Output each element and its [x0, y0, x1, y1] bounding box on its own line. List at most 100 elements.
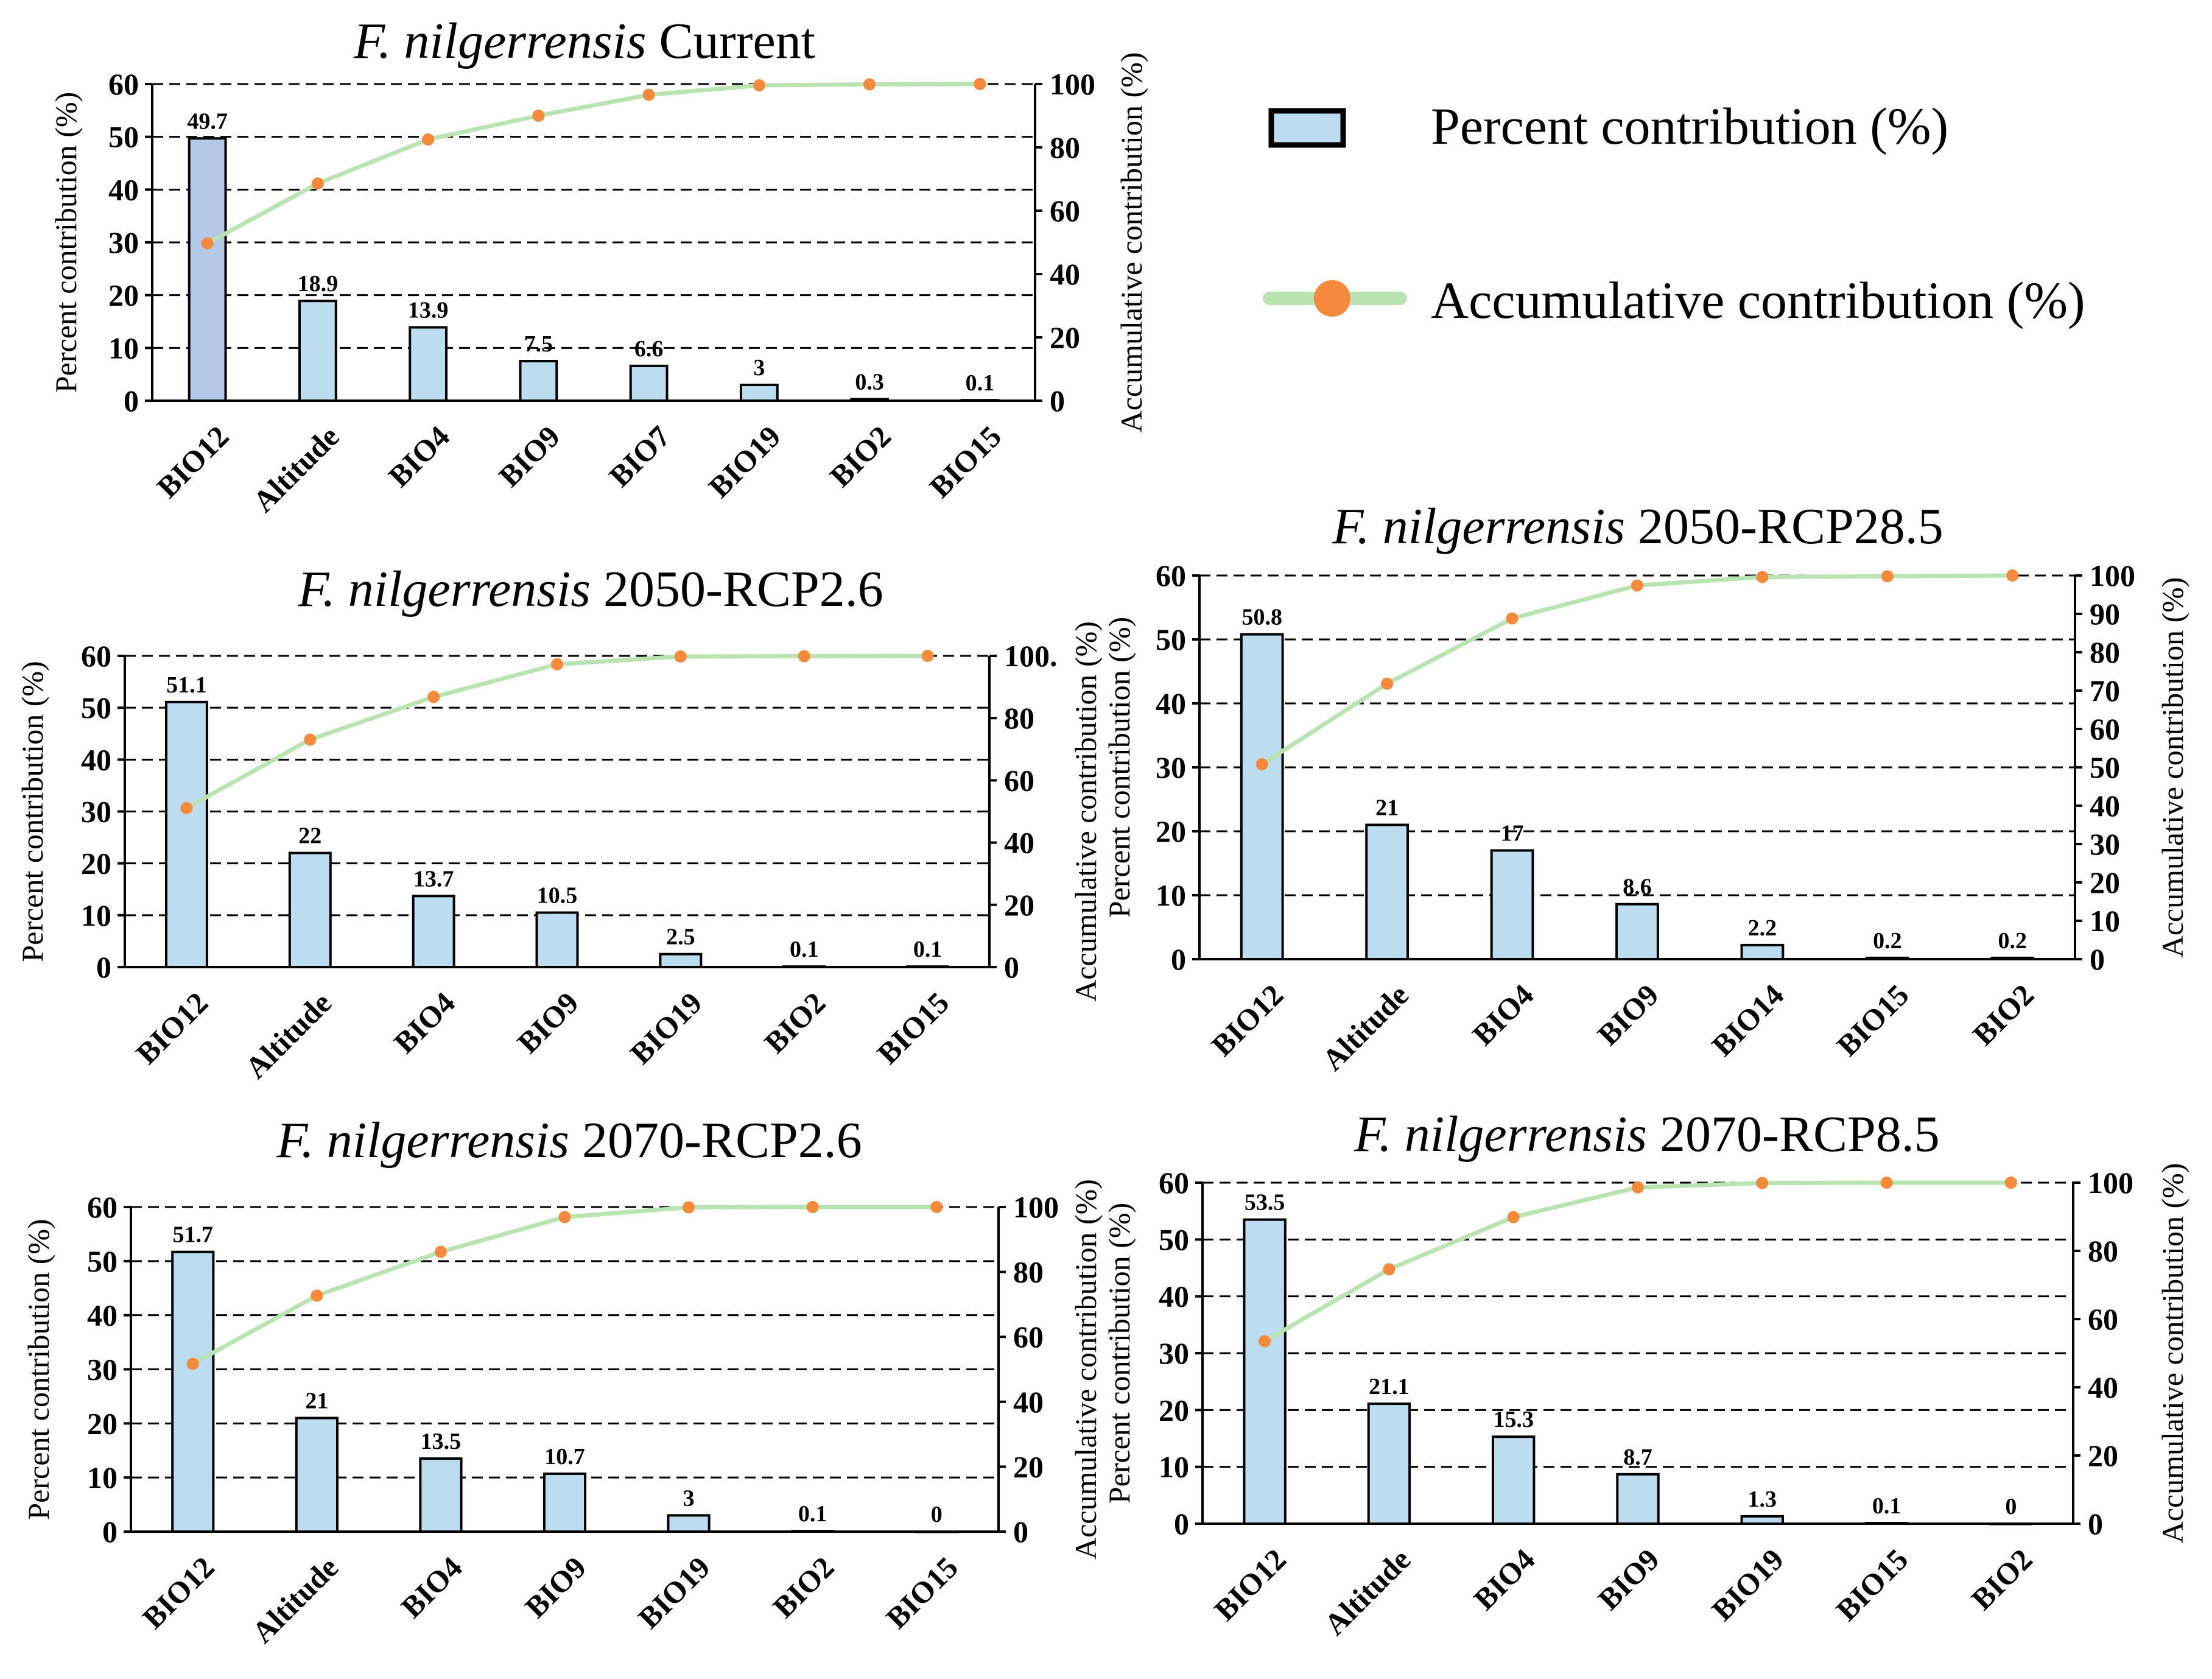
- y2-axis-label: Accumulative contribution (%): [2155, 577, 2189, 958]
- y2-tick-label: 0: [2088, 1507, 2103, 1541]
- y2-axis-label: Accumulative contribution (%): [2155, 1163, 2189, 1544]
- chart-title-species: F. nilgerrensis: [353, 13, 647, 69]
- y2-tick-label: 60: [2090, 712, 2120, 746]
- accumulative-point: [311, 177, 324, 190]
- category-label: Altitude: [1316, 977, 1415, 1077]
- accumulative-point: [753, 79, 765, 92]
- chart-title-scenario: 2070-RCP2.6: [569, 1112, 862, 1169]
- accumulative-point: [1381, 677, 1394, 690]
- accumulative-point: [930, 1201, 943, 1213]
- bar-bio2: [782, 965, 826, 968]
- category-label: BIO7: [602, 419, 676, 493]
- bar-value-label: 0.1: [913, 937, 943, 962]
- y2-axis-label: Accumulative contribution (%): [1069, 1179, 1103, 1560]
- chart-panel-4: F. nilgerrensis 2070-RCP2.60102030405060…: [21, 1112, 1103, 1650]
- bar-bio15: [906, 965, 950, 968]
- y-tick-label: 30: [1156, 750, 1186, 784]
- y-tick-label: 60: [87, 1190, 118, 1224]
- bar-bio4: [1490, 849, 1534, 960]
- accumulative-line: [185, 653, 928, 810]
- bar-value-label: 18.9: [298, 271, 339, 297]
- bar-bio9: [1616, 1473, 1660, 1526]
- category-label: BIO12: [1207, 1542, 1293, 1627]
- y2-tick-label: 10: [2090, 904, 2120, 938]
- y2-axis-label: Accumulative contribution (%): [1069, 621, 1103, 1002]
- accumulative-point: [683, 1201, 695, 1214]
- chart-title-scenario: 2050-RCP28.5: [1625, 498, 1943, 555]
- category-label: BIO9: [1591, 977, 1665, 1052]
- category-label: BIO12: [1205, 977, 1290, 1063]
- accumulative-line: [1263, 1180, 2011, 1343]
- legend: Percent contribution (%) Accumulative co…: [1263, 97, 2085, 329]
- y2-tick-label: 50: [2090, 750, 2120, 784]
- chart-title-scenario: 2050-RCP2.6: [591, 561, 883, 618]
- y2-tick-label: 90: [2090, 597, 2120, 631]
- y-tick-label: 50: [1159, 1222, 1189, 1256]
- bar-altitude: [295, 1417, 339, 1533]
- y-tick-label: 40: [1156, 686, 1186, 720]
- legend-line-marker: [1314, 280, 1350, 317]
- y-tick-label: 30: [108, 225, 139, 259]
- y2-tick-label: 80: [2088, 1234, 2118, 1268]
- bar-value-label: 3: [683, 1485, 695, 1511]
- y2-tick-label: 20: [2088, 1438, 2118, 1473]
- category-label: BIO14: [1705, 977, 1790, 1063]
- y2-tick-label: 60: [2088, 1302, 2118, 1336]
- bar-bio12: [1240, 633, 1284, 960]
- y-tick-label: 50: [1156, 622, 1186, 656]
- y-tick-label: 50: [81, 691, 111, 725]
- category-label: BIO19: [702, 419, 787, 504]
- y-axis-label: Percent contribution (%): [49, 92, 83, 393]
- y2-tick-label: 0: [1004, 950, 1019, 984]
- category-label: BIO2: [1966, 977, 2040, 1052]
- bar-value-label: 13.9: [408, 298, 449, 323]
- y-axis-label: Percent contribution (%): [1102, 617, 1136, 918]
- bar-value-label: 21.1: [1369, 1374, 1410, 1399]
- y2-tick-label: 80: [1013, 1255, 1044, 1289]
- bar-bio15: [1865, 956, 1909, 961]
- accumulative-point: [1506, 612, 1519, 625]
- category-label: BIO15: [879, 1550, 964, 1635]
- y2-tick-label: 100: [1050, 67, 1095, 101]
- bar-bio12: [188, 137, 227, 402]
- chart-panel-2: F. nilgerrensis 2050-RCP2.6 0 10 20 30 40 50 60…: [15, 561, 1103, 1085]
- category-label: Altitude: [246, 419, 345, 518]
- legend-bar-label: Percent contribution (%): [1431, 97, 1948, 155]
- bar-bio15: [1864, 1522, 1909, 1525]
- bar-value-label: 8.6: [1623, 875, 1652, 900]
- bar-value-label: 0.1: [790, 937, 819, 962]
- chart-title: F. nilgerrensis 2050-RCP28.5: [1332, 498, 1943, 555]
- y-tick-label: 40: [81, 742, 111, 776]
- accumulative-point: [201, 237, 214, 250]
- accumulative-point: [974, 78, 986, 90]
- bar-bio2: [850, 398, 890, 403]
- bar-value-label: 21: [1375, 795, 1399, 821]
- bar-bio12: [1243, 1218, 1287, 1525]
- y-tick-label: 40: [87, 1298, 118, 1332]
- y-tick-label: 40: [1159, 1279, 1189, 1314]
- y2-tick-label: 40: [1013, 1385, 1044, 1419]
- bar-value-label: 17: [1501, 821, 1524, 847]
- charts-group: F. nilgerrensis Current01020304050600204…: [15, 13, 2189, 1650]
- y2-tick-label: 80: [1004, 701, 1034, 735]
- y-tick-label: 0: [102, 1515, 118, 1549]
- y-tick-label: 0: [1171, 942, 1186, 976]
- accumulative-point: [1756, 1177, 1769, 1189]
- y2-tick-label: 80: [2090, 635, 2120, 669]
- bar-value-label: 0: [2005, 1494, 2017, 1519]
- y-tick-label: 20: [108, 278, 139, 312]
- y-tick-label: 10: [1156, 878, 1186, 912]
- chart-title-scenario: Current: [647, 13, 816, 69]
- accumulative-point: [1631, 579, 1643, 592]
- accumulative-point: [2006, 569, 2019, 582]
- chart-panel-3: F. nilgerrensis 2050-RCP28.5 0 10 20 30 40 50 6…: [1102, 498, 2189, 1077]
- legend-bar-swatch: [1268, 108, 1346, 148]
- accumulative-point: [1880, 1177, 1893, 1189]
- category-label: BIO9: [518, 1550, 592, 1624]
- y2-tick-label: 40: [1004, 826, 1034, 860]
- bar-value-label: 0: [931, 1502, 943, 1527]
- category-label: BIO19: [623, 985, 709, 1071]
- category-label: BIO4: [1466, 977, 1540, 1052]
- accumulative-line: [192, 1205, 937, 1366]
- bar-value-label: 49.7: [187, 108, 228, 134]
